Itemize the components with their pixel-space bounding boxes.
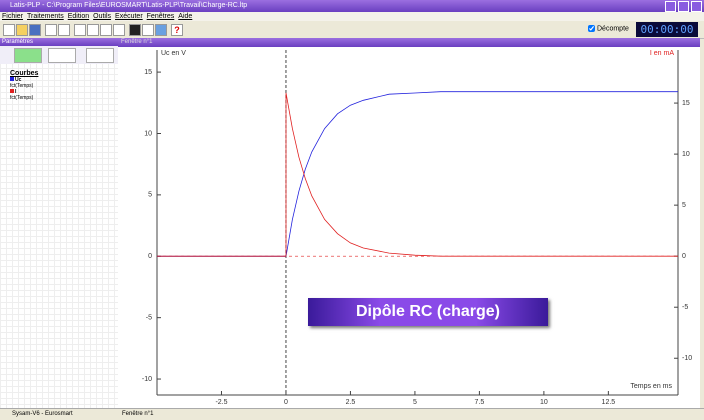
menu-bar: Fichier Traitements Edition Outils Exécuter F… [0, 12, 704, 21]
window-title: Latis-PLP - C:\Program Files\EUROSMART\L… [10, 2, 248, 9]
tool-button[interactable] [3, 24, 15, 36]
series-line [157, 92, 678, 257]
tool-button[interactable] [100, 24, 112, 36]
plot-background [118, 47, 700, 408]
tool-button[interactable] [87, 24, 99, 36]
panel-button[interactable] [14, 48, 42, 63]
countdown: Décompte [588, 25, 629, 32]
help-button[interactable]: ? [171, 24, 183, 36]
curve-name: I [15, 89, 17, 95]
close[interactable] [691, 1, 702, 12]
y-tick-label: 0 [148, 253, 152, 260]
x-tick-label: 10 [540, 399, 548, 406]
curve-def: fct(Temps) [10, 95, 34, 101]
window-buttons [663, 1, 702, 17]
x-tick-label: -2.5 [215, 399, 227, 406]
chart-window: -2.5 0 2.5 5 7.5 10 12.5 -10 -5 0 5 10 15 -10 -5 0 5 10 15… [118, 38, 700, 408]
menu-item[interactable]: Fichier [2, 13, 24, 20]
curves-title: Courbes [10, 70, 39, 77]
status-bar: Sysam-V6 - Eurosmart Fenêtre n°1 [0, 408, 704, 420]
x-axis-label: Temps en ms [630, 383, 672, 390]
curve-name: Uc [15, 77, 22, 83]
menu-item[interactable]: Traitements [27, 13, 64, 20]
maximize[interactable] [678, 1, 689, 12]
status-text: Sysam-V6 - Eurosmart [12, 411, 73, 417]
y-tick-label: 5 [148, 192, 152, 199]
toolbar: ? Décompte 00:00:00 [0, 21, 704, 39]
y2-tick-label: 0 [682, 253, 686, 260]
tool-button[interactable] [113, 24, 125, 36]
x-tick-label: 2.5 [346, 399, 356, 406]
x-tick-label: 12.5 [602, 399, 616, 406]
y-tick-label: -10 [142, 376, 152, 383]
x-tick-label: 0 [284, 399, 288, 406]
tool-button[interactable] [155, 24, 167, 36]
chart-window-title: Fenêtre n°1 [118, 38, 700, 47]
y2-tick-label: -5 [682, 304, 688, 311]
chart: -2.5 0 2.5 5 7.5 10 12.5 -10 -5 0 5 10 15 -10 -5 0 5 10 15… [118, 47, 700, 408]
tool-button[interactable] [16, 24, 28, 36]
curve-swatch [10, 77, 14, 81]
menu-item[interactable]: Aide [178, 13, 193, 20]
panel-buttons [0, 46, 118, 64]
y2-tick-label: -10 [682, 355, 692, 362]
menu-item[interactable]: Exécuter [115, 13, 143, 20]
tool-button[interactable] [129, 24, 141, 36]
y-axis-label: Uc en V [161, 50, 186, 57]
countdown-label: Décompte [597, 25, 629, 33]
y-tick-label: -5 [146, 314, 152, 321]
minimize[interactable] [665, 1, 676, 12]
x-tick-label: 7.5 [475, 399, 485, 406]
panel-button[interactable] [48, 48, 76, 63]
y2-tick-label: 15 [682, 100, 690, 107]
menu-item[interactable]: Edition [67, 13, 90, 20]
y-tick-label: 15 [144, 69, 152, 76]
tool-button[interactable] [74, 24, 86, 36]
y2-tick-label: 10 [682, 151, 690, 158]
curve-def: fct(Temps) [10, 83, 34, 89]
panel-title: Paramètres [0, 38, 118, 46]
x-tick-label: 5 [413, 399, 417, 406]
banner: Dipôle RC (charge) [308, 298, 548, 326]
title-bar: Latis-PLP - C:\Program Files\EUROSMART\L… [0, 0, 704, 12]
y-tick-label: 10 [144, 130, 152, 137]
tool-button[interactable] [29, 24, 41, 36]
countdown-checkbox[interactable] [588, 25, 595, 32]
curve-entry: Uc fct(Temps) [10, 77, 118, 89]
y2-axis-label: I en mA [650, 50, 674, 57]
tool-button[interactable] [58, 24, 70, 36]
y2-tick-label: 5 [682, 202, 686, 209]
panel-button[interactable] [86, 48, 114, 63]
status-text: Fenêtre n°1 [122, 411, 154, 417]
curve-swatch [10, 89, 14, 93]
timer: 00:00:00 [636, 22, 698, 37]
tool-button[interactable] [45, 24, 57, 36]
menu-item[interactable]: Outils [93, 13, 112, 20]
menu-item[interactable]: Fenêtres [146, 13, 175, 20]
tool-button[interactable] [142, 24, 154, 36]
